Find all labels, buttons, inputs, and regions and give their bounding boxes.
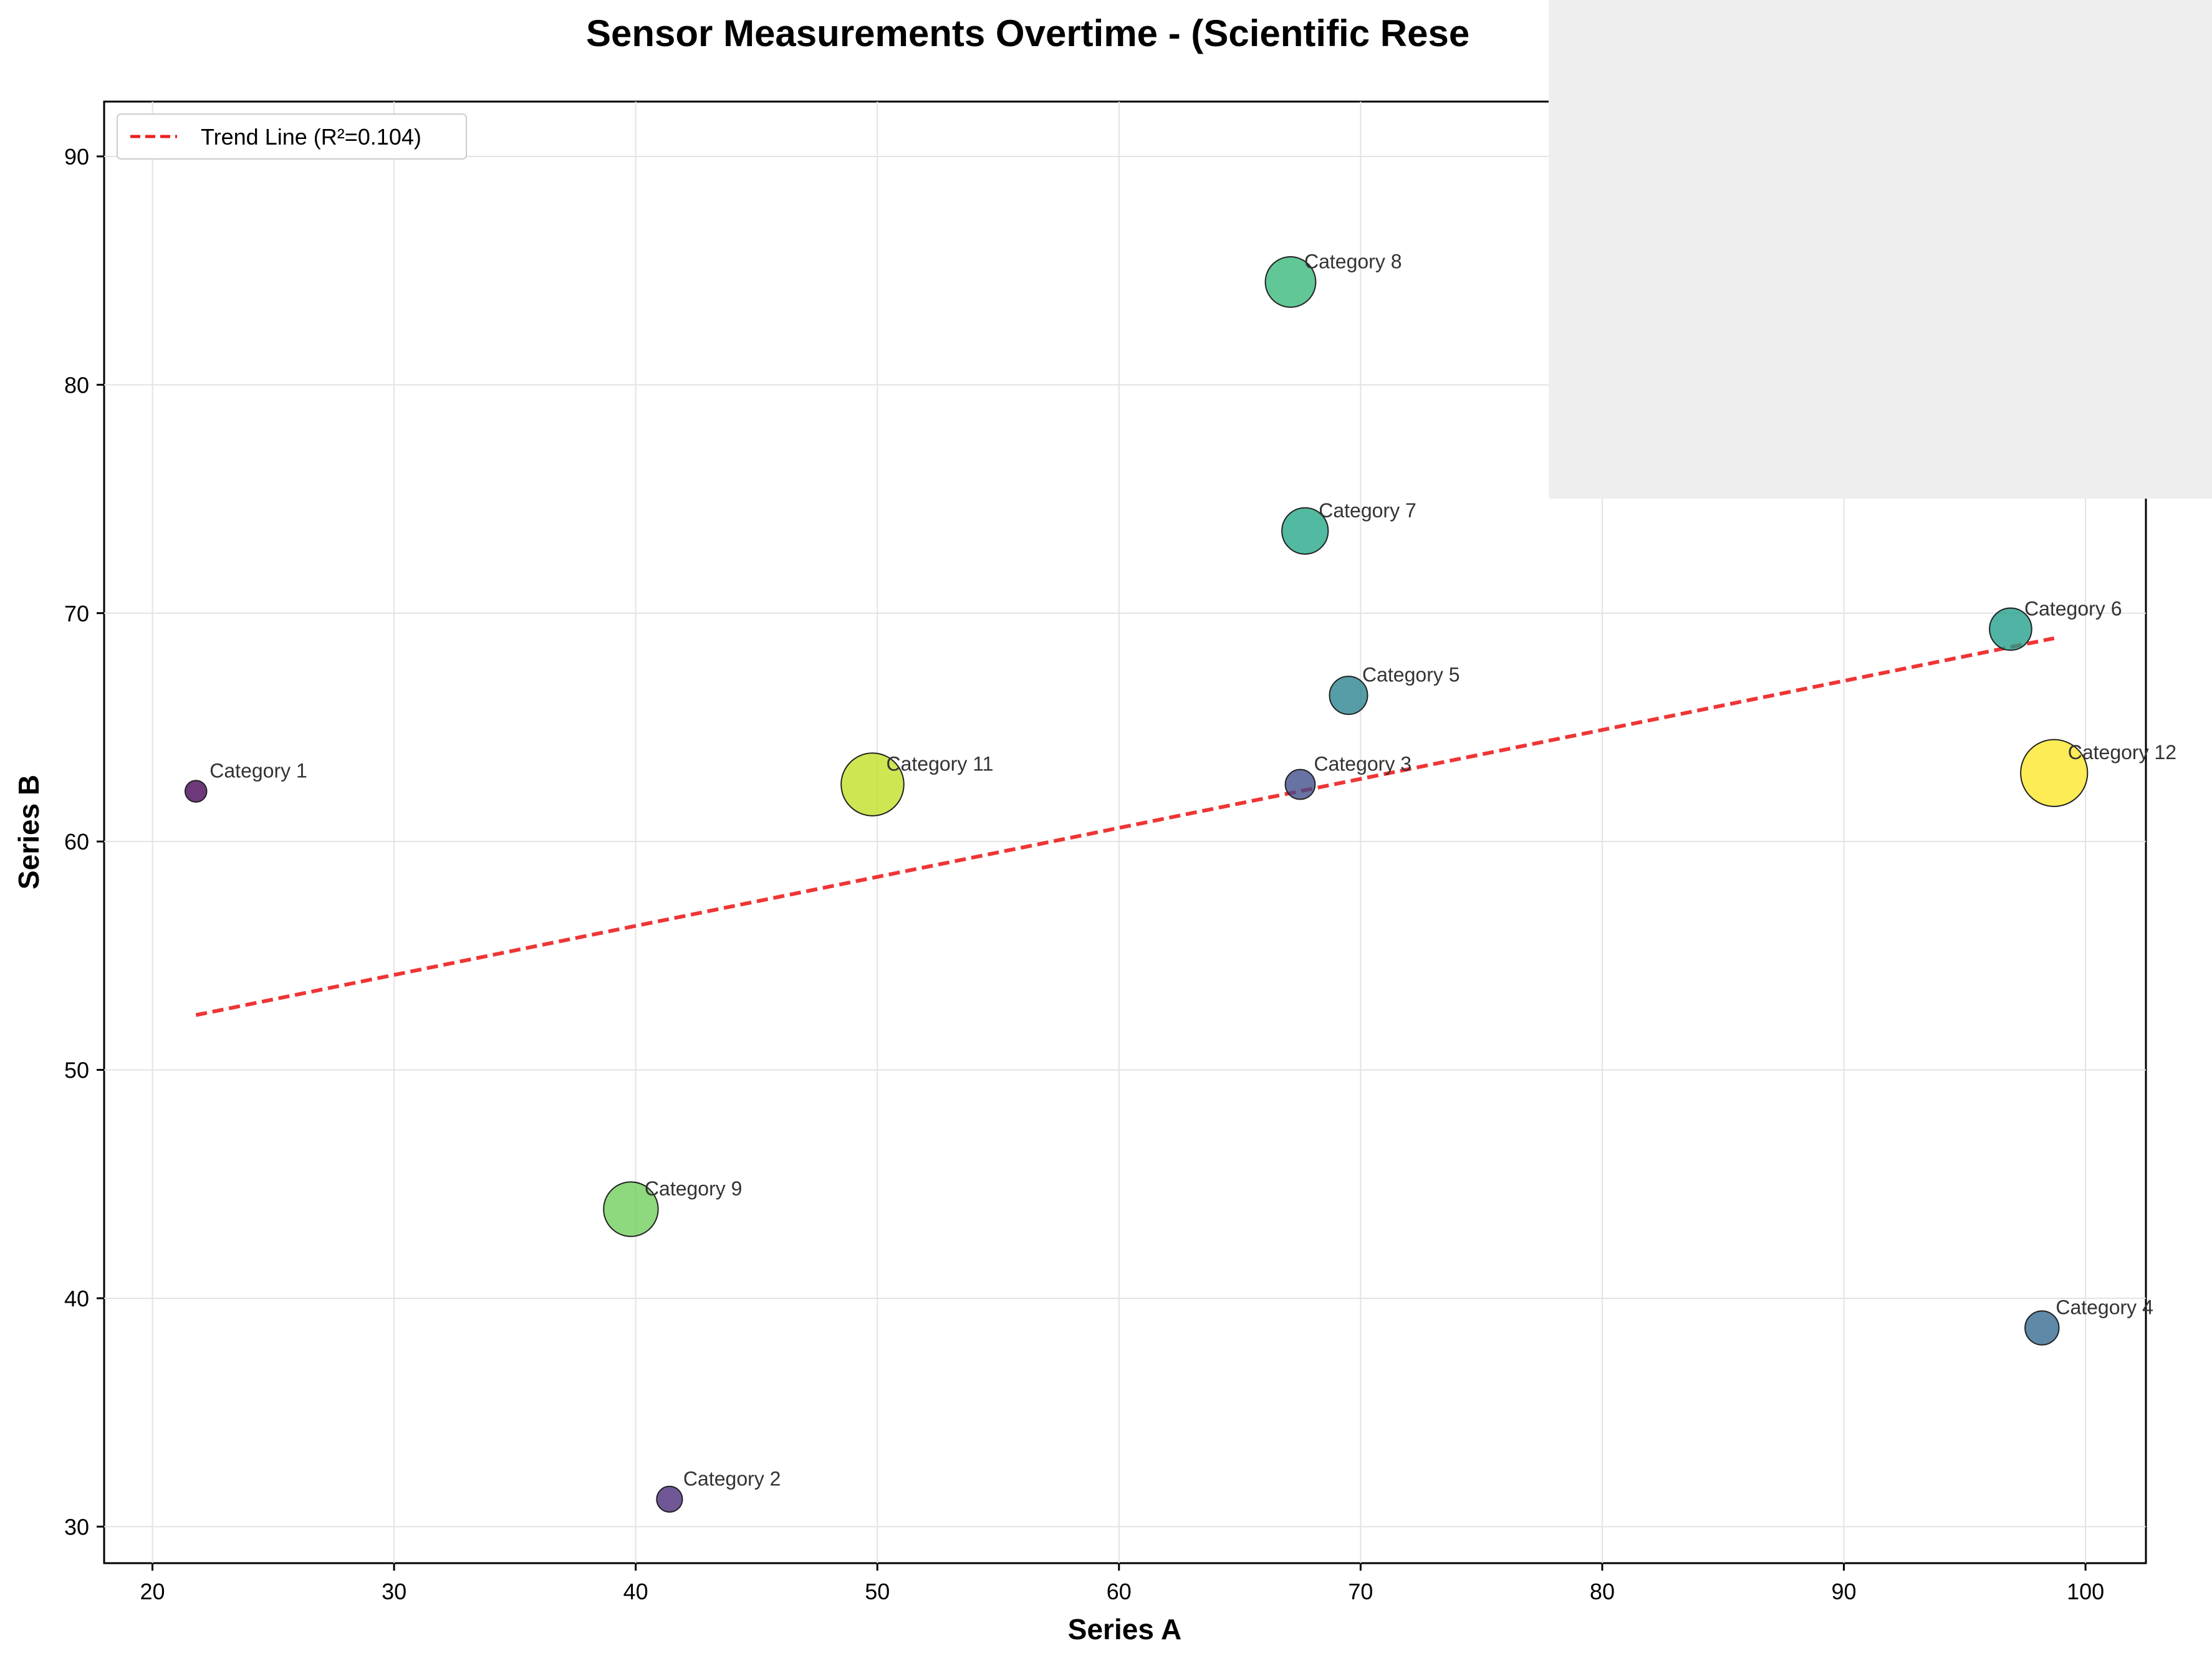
points-layer: Category 1 Category 2 Category 3 Category 4… [184, 250, 2176, 1513]
scatter-point [840, 752, 905, 816]
point-label: Category 8 [1304, 250, 1402, 272]
x-tick-label: 90 [1832, 1579, 1857, 1604]
x-tick-label: 30 [382, 1579, 406, 1604]
legend-box [117, 113, 467, 160]
scatter-point [656, 1485, 683, 1513]
scatter-point [1264, 256, 1317, 308]
y-tick-label: 40 [64, 1286, 89, 1311]
tick-layer: 20 30 40 50 60 70 80 90 100 30 40 50 60 70 80 90 [64, 144, 2104, 1604]
x-tick-label: 40 [623, 1579, 648, 1604]
legend-trend-label: Trend Line (R²=0.104) [201, 124, 421, 150]
point-label: Category 9 [645, 1177, 743, 1200]
x-tick-label: 80 [1590, 1579, 1615, 1604]
scatter-point [2024, 1310, 2060, 1346]
scatter-point [1989, 607, 2032, 651]
scatter-point [603, 1181, 659, 1237]
point-label: Category 4 [2056, 1296, 2153, 1319]
point-label: Category 11 [886, 753, 993, 775]
point-label: Category 1 [209, 760, 307, 782]
x-axis-label: Series A [1068, 1613, 1181, 1645]
legend: Trend Line (R²=0.104) [117, 113, 467, 160]
scatter-point [184, 780, 208, 803]
point-label: Category 6 [2024, 597, 2122, 620]
y-tick-label: 60 [64, 829, 89, 855]
point-label: Category 2 [683, 1467, 781, 1490]
scatter-point [1284, 768, 1316, 800]
chart-title: Sensor Measurements Overtime - (Scientif… [586, 12, 1469, 54]
x-tick-label: 60 [1107, 1579, 1132, 1604]
y-tick-label: 80 [64, 372, 89, 398]
point-label: Category 5 [1362, 664, 1460, 686]
overlay-panel [1549, 0, 2212, 499]
scatter-point [2020, 739, 2089, 807]
x-tick-label: 20 [140, 1579, 165, 1604]
x-tick-label: 50 [865, 1579, 890, 1604]
trend-line [195, 636, 2055, 1017]
y-tick-label: 30 [64, 1514, 89, 1539]
y-tick-label: 90 [64, 144, 89, 170]
plot-frame [103, 100, 2147, 1564]
x-tick-label: 100 [2067, 1579, 2104, 1604]
y-tick-label: 50 [64, 1058, 89, 1083]
point-label: Category 7 [1319, 499, 1416, 522]
trend-layer [195, 636, 2055, 1017]
x-tick-label: 70 [1348, 1579, 1373, 1604]
point-label: Category 3 [1314, 753, 1411, 775]
point-label: Category 12 [2068, 741, 2176, 764]
y-tick-label: 70 [64, 601, 89, 626]
scatter-point [1329, 676, 1368, 716]
y-axis-label: Series B [12, 775, 45, 889]
scatter-point [1281, 507, 1329, 555]
